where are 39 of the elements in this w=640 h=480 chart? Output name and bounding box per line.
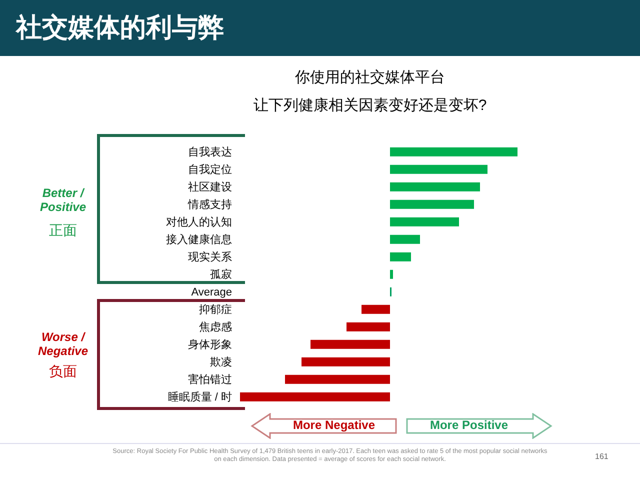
bar (346, 322, 390, 332)
y-tick-label: 现实关系 (188, 250, 232, 264)
text: 161 (595, 452, 608, 461)
y-tick-label: 害怕错过 (188, 373, 232, 386)
y-tick-label: Average (191, 286, 232, 299)
y-tick-label: 身体形象 (188, 339, 232, 352)
bar (390, 270, 393, 279)
text: More Negative (292, 418, 376, 432)
bar (390, 234, 420, 244)
bar (390, 200, 474, 209)
bar (390, 164, 488, 174)
text: 正面 (48, 222, 78, 240)
y-tick-label: 孤寂 (210, 268, 232, 282)
y-tick-label: 焦虑感 (199, 320, 232, 334)
bar (362, 304, 390, 314)
bar (285, 374, 390, 384)
y-tick-label: 情感支持 (187, 198, 232, 212)
y-tick-label: 对他人的认知 (166, 216, 232, 229)
y-tick-label: 社区建设 (188, 180, 232, 194)
y-tick-label: 抑郁症 (199, 303, 232, 316)
bar (390, 252, 411, 262)
bar (390, 147, 518, 156)
chart-title: 社交媒体的利与弊 (16, 11, 224, 44)
y-tick-label: 接入健康信息 (166, 233, 232, 246)
y-tick-label: 自我表达 (188, 146, 232, 159)
bar (390, 217, 459, 226)
text: Better / Positive (38, 186, 88, 214)
y-tick-label: 欺凌 (210, 356, 232, 369)
text: More Positive (428, 418, 510, 432)
text: 负面 (48, 363, 78, 381)
bar (310, 340, 390, 349)
y-tick-label: 自我定位 (188, 163, 232, 176)
bar (302, 357, 390, 366)
chart-subtitle: 你使用的社交媒体平台 (294, 68, 446, 87)
bar (390, 182, 480, 192)
y-tick-label: 睡眠质量 / 时 (168, 390, 232, 404)
text: 让下列健康相关因素变好还是变坏? (252, 96, 488, 115)
bar (240, 392, 390, 402)
text: Worse / Negative (36, 330, 90, 358)
